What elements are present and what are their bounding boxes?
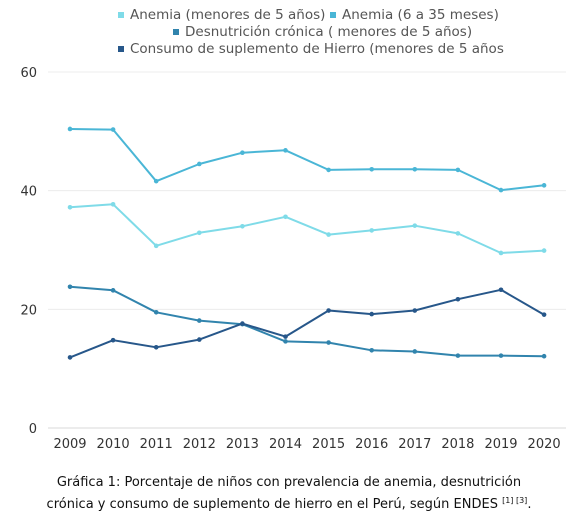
legend-swatch <box>118 46 124 52</box>
data-point <box>153 345 159 350</box>
legend-item: Desnutrición crónica ( menores de 5 años… <box>173 24 472 40</box>
data-point <box>498 353 504 358</box>
series-line <box>69 288 545 359</box>
data-point <box>541 248 547 253</box>
data-point <box>240 321 245 326</box>
caption-period: . <box>527 497 532 512</box>
data-point <box>412 308 418 313</box>
data-point <box>110 127 116 132</box>
x-tick-label: 2017 <box>398 437 431 452</box>
y-tick-label: 0 <box>29 422 37 437</box>
data-point <box>326 340 331 345</box>
legend-swatch <box>173 29 179 35</box>
caption-line-2: crónica y consumo de suplemento de hierr… <box>0 494 578 516</box>
x-tick-label: 2009 <box>53 437 86 452</box>
series-4 <box>67 287 547 360</box>
data-point <box>197 161 202 167</box>
data-point <box>455 231 461 236</box>
x-tick-label: 2016 <box>355 437 388 452</box>
caption-line-1: Gráfica 1: Porcentaje de niños con preva… <box>56 475 522 490</box>
series-line <box>69 285 545 358</box>
x-tick-label: 2015 <box>312 437 345 452</box>
x-tick-label: 2014 <box>269 437 302 452</box>
legend: Anemia (menores de 5 años) Anemia (6 a 35… <box>118 7 504 57</box>
data-point <box>283 334 288 339</box>
data-point <box>326 308 331 313</box>
legend-swatch <box>330 12 336 18</box>
legend-item: Anemia (menores de 5 años) <box>118 7 325 23</box>
data-point <box>498 187 504 193</box>
x-tick-label: 2018 <box>441 437 474 452</box>
data-point <box>240 223 245 229</box>
data-point <box>498 287 504 293</box>
data-point <box>67 126 73 132</box>
legend-label: Consumo de suplemento de Hierro (menores… <box>130 41 504 57</box>
series-group <box>67 126 547 360</box>
x-tick-label: 2019 <box>484 437 517 452</box>
data-point <box>283 339 288 344</box>
legend-swatch <box>118 12 124 18</box>
y-tick-label: 60 <box>20 66 37 81</box>
data-point <box>110 288 116 293</box>
data-point <box>541 183 547 188</box>
data-point <box>153 243 159 249</box>
series-line <box>69 128 545 192</box>
caption-references: [1] [3] <box>502 496 528 505</box>
data-point <box>369 228 375 233</box>
y-tick-label: 20 <box>20 303 37 318</box>
x-tick-label: 2011 <box>140 437 173 452</box>
data-point <box>412 167 418 172</box>
y-axis: 0 20 40 60 <box>20 66 37 437</box>
data-point <box>369 167 375 172</box>
gridlines <box>48 71 566 429</box>
legend-label: Anemia (menores de 5 años) <box>130 7 325 23</box>
x-tick-label: 2020 <box>528 437 561 452</box>
x-axis: 2009 2010 2011 2012 2013 2014 2015 2016 2017 2018… <box>53 437 560 452</box>
data-point <box>283 214 288 220</box>
data-point <box>67 284 73 290</box>
data-point <box>197 318 202 323</box>
data-point <box>412 349 418 354</box>
series-2 <box>67 126 547 193</box>
data-point <box>110 337 116 343</box>
series-line <box>69 203 545 254</box>
series-1 <box>67 202 547 256</box>
legend-label: Anemia (6 a 35 meses) <box>342 7 499 23</box>
legend-item: Anemia (6 a 35 meses) <box>330 7 499 23</box>
data-point <box>326 167 331 173</box>
legend-label: Desnutrición crónica ( menores de 5 años… <box>185 24 472 40</box>
x-tick-label: 2010 <box>97 437 130 452</box>
data-point <box>369 311 375 317</box>
data-point <box>455 167 461 173</box>
data-point <box>67 355 73 360</box>
data-point <box>197 230 202 236</box>
x-tick-label: 2013 <box>226 437 259 452</box>
data-point <box>197 337 202 342</box>
data-point <box>326 232 331 237</box>
data-point <box>369 347 375 353</box>
data-point <box>153 310 159 315</box>
data-point <box>283 148 288 153</box>
data-point <box>455 296 461 302</box>
chart-caption: Gráfica 1: Porcentaje de niños con preva… <box>0 472 578 516</box>
caption-line-2-text: crónica y consumo de suplemento de hierr… <box>46 497 498 512</box>
legend-item: Consumo de suplemento de Hierro (menores… <box>118 41 504 57</box>
data-point <box>541 353 547 359</box>
line-chart: Anemia (menores de 5 años) Anemia (6 a 35… <box>20 7 566 452</box>
data-point <box>67 204 73 210</box>
data-point <box>412 223 418 228</box>
data-point <box>110 202 116 207</box>
data-point <box>455 353 461 358</box>
data-point <box>240 150 245 155</box>
x-tick-label: 2012 <box>183 437 216 452</box>
data-point <box>541 312 547 317</box>
y-tick-label: 40 <box>20 185 37 200</box>
data-point <box>153 178 159 184</box>
data-point <box>498 250 504 256</box>
